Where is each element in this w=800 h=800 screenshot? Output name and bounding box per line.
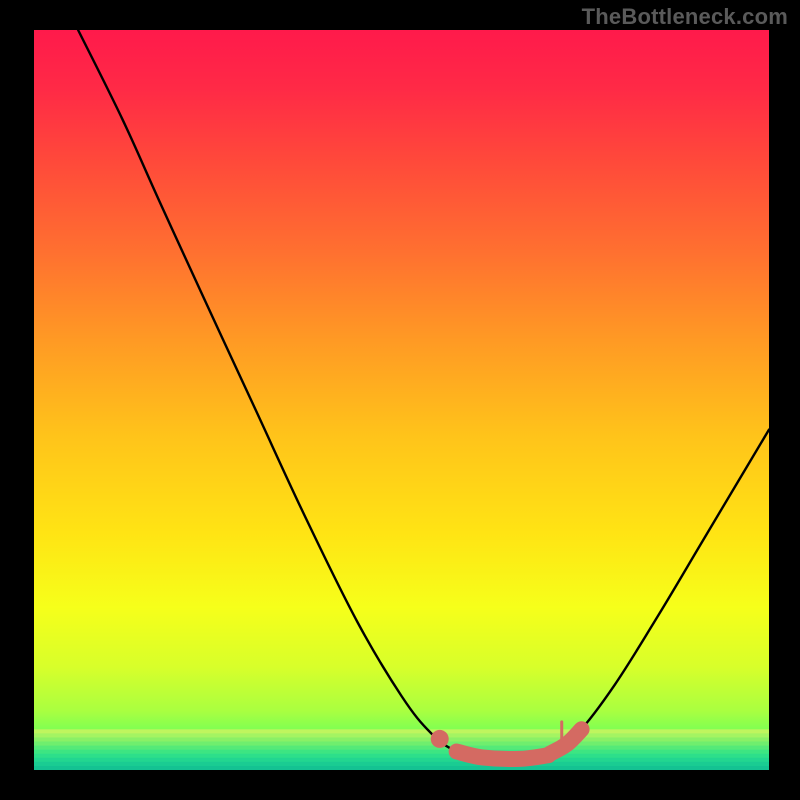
highlight-stroke — [457, 752, 549, 760]
gradient-background — [34, 30, 769, 770]
plot-area — [34, 30, 769, 772]
watermark-text: TheBottleneck.com — [582, 4, 788, 30]
highlight-dot — [431, 730, 449, 748]
chart-stage: TheBottleneck.com — [0, 0, 800, 800]
bottom-color-bands — [34, 729, 769, 772]
chart-svg — [0, 0, 800, 800]
